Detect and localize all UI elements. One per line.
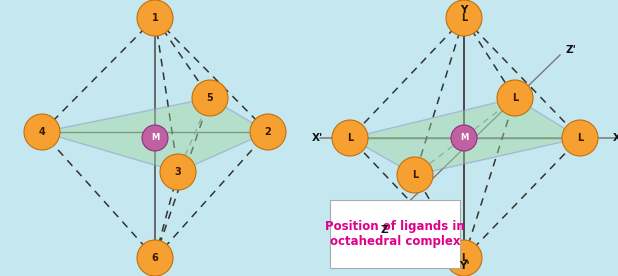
Circle shape — [446, 240, 482, 276]
Circle shape — [192, 80, 228, 116]
Text: L: L — [347, 133, 353, 143]
Circle shape — [332, 120, 368, 156]
Text: 4: 4 — [38, 127, 45, 137]
Text: 6: 6 — [151, 253, 158, 263]
Circle shape — [24, 114, 60, 150]
Text: L: L — [412, 170, 418, 180]
Circle shape — [562, 120, 598, 156]
Text: X: X — [613, 133, 618, 143]
Circle shape — [250, 114, 286, 150]
Circle shape — [137, 0, 173, 36]
Circle shape — [137, 240, 173, 276]
Text: 2: 2 — [265, 127, 271, 137]
Text: M: M — [151, 134, 159, 142]
Text: Z': Z' — [565, 45, 576, 55]
Circle shape — [160, 154, 196, 190]
Polygon shape — [350, 98, 580, 175]
Circle shape — [451, 125, 477, 151]
Text: 5: 5 — [206, 93, 213, 103]
Text: L: L — [461, 13, 467, 23]
Text: Y': Y' — [459, 261, 469, 271]
Polygon shape — [42, 98, 268, 172]
Text: 3: 3 — [175, 167, 181, 177]
Text: X': X' — [311, 133, 323, 143]
Circle shape — [497, 80, 533, 116]
Text: 1: 1 — [151, 13, 158, 23]
Text: L: L — [512, 93, 518, 103]
Text: L: L — [461, 253, 467, 263]
Text: L: L — [577, 133, 583, 143]
Text: Y: Y — [460, 5, 468, 15]
FancyBboxPatch shape — [330, 200, 460, 268]
Text: Position of ligands in
octahedral complex: Position of ligands in octahedral comple… — [325, 220, 465, 248]
Circle shape — [397, 157, 433, 193]
Text: M: M — [460, 134, 468, 142]
Circle shape — [446, 0, 482, 36]
Circle shape — [142, 125, 168, 151]
Text: Z: Z — [380, 225, 388, 235]
